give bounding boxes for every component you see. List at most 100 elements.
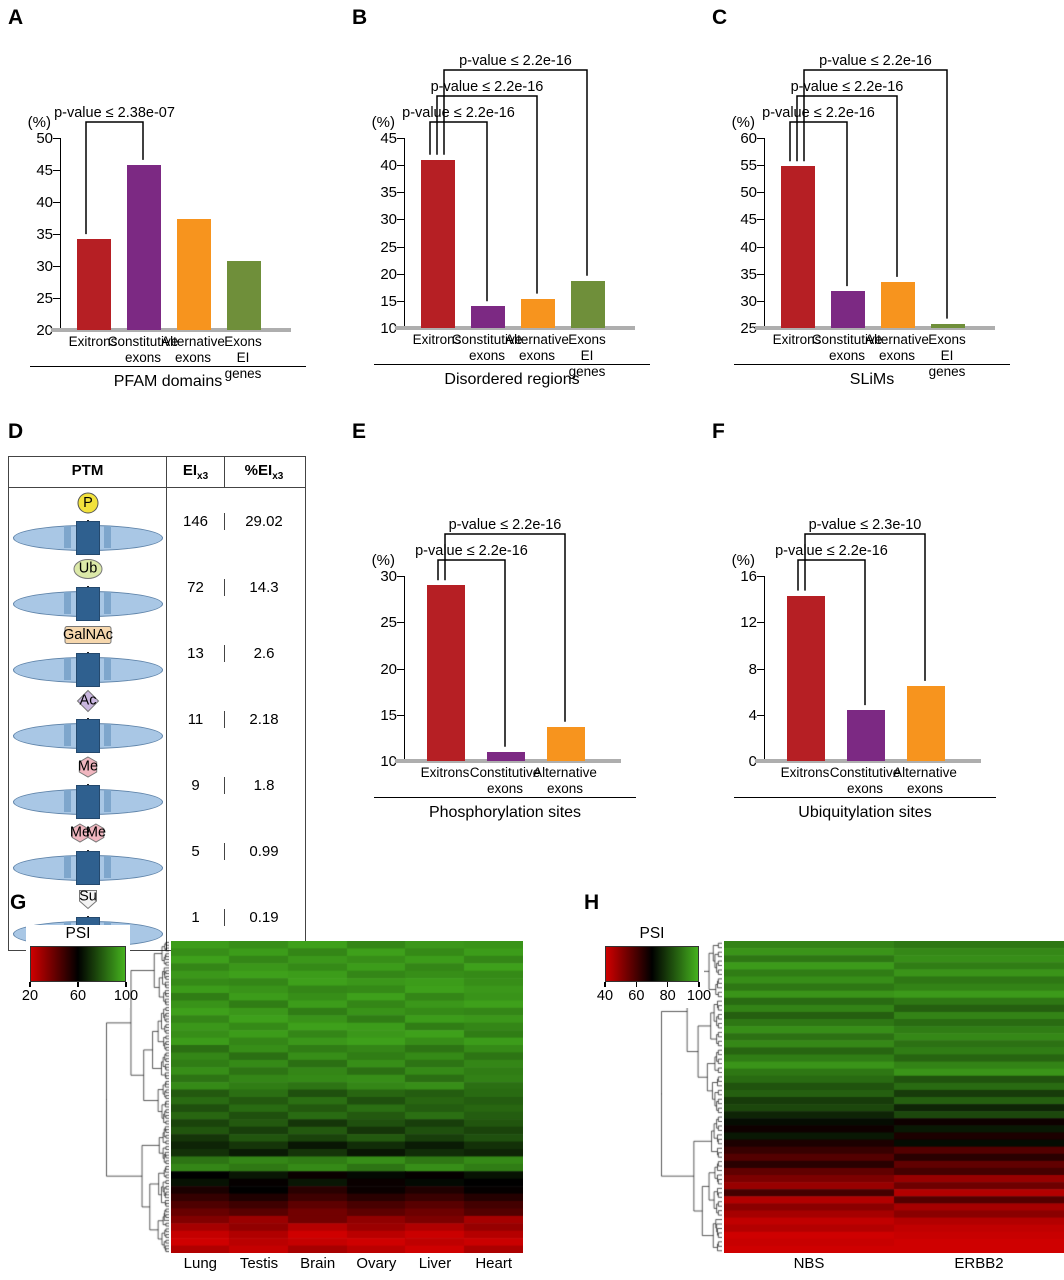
y-axis-unit-label: (%): [731, 114, 755, 131]
bar-constitutive: [847, 710, 885, 761]
acetylation-icon: Ac: [76, 689, 99, 713]
y-tick-mark: [757, 219, 765, 221]
bar-constitutive: [471, 306, 505, 328]
significance-brackets: p-value ≤ 2.2e-16 p-value ≤ 2.2e-16 p-valu…: [402, 53, 588, 302]
plot-area: p-value ≤ 2.2e-16 p-value ≤ 2.3e-10 0 4 8 12 1…: [732, 498, 981, 770]
panel-letter-g: G: [10, 891, 27, 914]
exon-graphic: [12, 653, 163, 687]
y-tick-label: 35: [36, 226, 53, 243]
bracket-line: [436, 95, 538, 294]
y-tick-label: 30: [36, 258, 53, 275]
y-tick-label: 16: [740, 568, 757, 585]
column-header-pct-ei: %EIx3: [244, 462, 284, 482]
y-tick-mark: [397, 714, 405, 716]
x-axis-baseline: [51, 328, 291, 332]
exon-graphic: [12, 521, 163, 555]
bracket-line: [429, 121, 488, 302]
bar-exitrons: [77, 239, 111, 330]
ei-count: 13: [167, 644, 225, 662]
plot: 10 15 20 25 30 35 40 45 (%): [372, 114, 635, 337]
exon-strip: [63, 790, 71, 812]
y-tick-mark: [757, 668, 765, 670]
panel-letter-d: D: [8, 420, 24, 443]
panel-E: E p-value ≤ 2.2e-16 p-value ≤ 2.2e-16 10 15…: [352, 418, 636, 822]
methylation-icon: Me: [77, 756, 98, 778]
p-value-label: p-value ≤ 2.2e-16: [459, 53, 572, 69]
ei-count: 72: [167, 578, 225, 596]
y-axis-unit-label: (%): [731, 552, 755, 569]
acetylation-exon-diagram: Ac: [9, 686, 167, 753]
significance-brackets: p-value ≤ 2.38e-07: [54, 105, 175, 235]
plot-area: p-value ≤ 2.38e-07 20 25 30 35 40 45 50 (%): [28, 86, 291, 339]
column-header-ei: EIx3: [167, 457, 225, 487]
exitron-block: [75, 521, 100, 555]
p-value-label: p-value ≤ 2.38e-07: [54, 105, 175, 121]
bar-exitrons: [421, 159, 455, 328]
y-tick-label: 15: [380, 292, 397, 310]
panel-C: C p-value ≤ 2.2e-16 p-value ≤ 2.2e-16 p-va…: [712, 4, 1010, 389]
ptm-row-galnac: GalNAc 13 2.6: [9, 620, 305, 687]
y-axis-unit-label: (%): [371, 114, 395, 131]
y-tick-mark: [757, 300, 765, 302]
y-tick-mark: [397, 138, 405, 139]
bar-alternative: [177, 218, 211, 330]
svg-text:Me: Me: [69, 825, 89, 841]
legend-tick-mark: [77, 982, 79, 987]
p-value-label: p-value ≤ 2.2e-16: [415, 543, 528, 559]
y-tick-mark: [757, 246, 765, 248]
x-label-constitutive: Constitutive exons: [107, 334, 179, 365]
panel-letter-h: H: [584, 891, 600, 914]
galnac-icon: GalNAc: [63, 626, 112, 644]
exon-strip: [63, 592, 71, 614]
y-tick-label: 8: [748, 660, 757, 678]
y-tick-mark: [757, 576, 765, 577]
p-value-label: p-value ≤ 2.2e-16: [402, 105, 515, 121]
ei-percent: 14.3: [249, 578, 279, 596]
ei-percent: 0.99: [249, 842, 279, 860]
y-tick-mark: [757, 622, 765, 624]
ei-count: 1: [167, 908, 225, 926]
x-label-alternative: Alternative exons: [161, 334, 225, 365]
ptm-row-phosphorylation: P 146 29.02: [9, 488, 305, 555]
psi-color-scale: [30, 946, 126, 982]
y-tick-label: 0: [748, 753, 757, 770]
pfam-domains-chart: p-value ≤ 2.38e-07 20 25 30 35 40 45 50 (%) Exitr…: [8, 86, 306, 391]
y-tick-mark: [757, 192, 765, 194]
exon-strip: [103, 856, 111, 878]
y-tick-mark: [397, 300, 405, 302]
y-tick-label: 4: [748, 706, 757, 724]
y-tick-mark: [757, 165, 765, 167]
panel-letter-c: C: [712, 6, 728, 29]
bracket-line: [803, 69, 948, 319]
p-value-label: p-value ≤ 2.2e-16: [449, 517, 562, 533]
x-label-constitutive: Constitutive exons: [829, 765, 901, 796]
y-tick-label: 25: [380, 614, 397, 632]
p-value-label: p-value ≤ 2.2e-16: [775, 543, 888, 559]
y-tick-label: 35: [740, 265, 757, 283]
x-axis-baseline: [755, 326, 995, 330]
chart-title: PFAM domains: [30, 366, 306, 391]
y-tick-label: 10: [380, 320, 397, 337]
y-tick-label: 50: [740, 184, 757, 202]
exitron-block: [75, 653, 100, 687]
y-tick-label: 30: [380, 568, 397, 585]
y-tick-label: 35: [380, 184, 397, 202]
ptm-row-dimethylation: Me Me 5 0.99: [9, 818, 305, 885]
exon-strip: [63, 526, 71, 548]
panel-F: F p-value ≤ 2.2e-16 p-value ≤ 2.3e-10 0 4 8 1…: [712, 418, 996, 822]
x-axis-labels: Exitrons Constitutive exons Alternative ex…: [404, 328, 620, 379]
x-label-exons-ei: Exons EI genes: [568, 332, 606, 379]
ei-percent: 0.19: [249, 908, 279, 926]
x-label-exitrons: Exitrons: [68, 334, 118, 349]
legend-tick-label: 60: [69, 988, 87, 1004]
bar-alternative: [907, 685, 945, 761]
exon-strip: [63, 856, 71, 878]
y-tick-mark: [397, 219, 405, 221]
y-tick-label: 40: [740, 238, 757, 256]
y-tick-label: 25: [380, 238, 397, 256]
y-axis-unit-label: (%): [371, 552, 395, 569]
column-header-ptm: PTM: [9, 457, 167, 487]
psi-legend: PSI 40 60 80 100: [597, 925, 711, 1008]
